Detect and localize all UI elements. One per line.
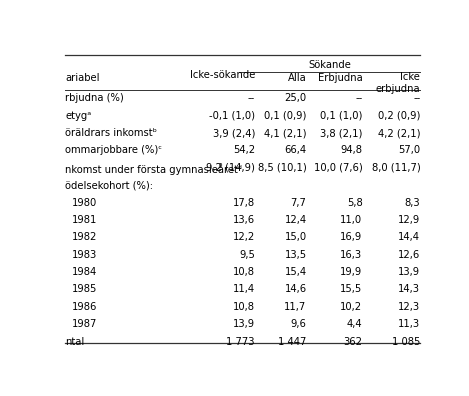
Text: 19,9: 19,9: [340, 267, 363, 277]
Text: 5,8: 5,8: [347, 198, 363, 208]
Text: Alla: Alla: [288, 73, 307, 84]
Text: 13,9: 13,9: [398, 267, 420, 277]
Text: 25,0: 25,0: [284, 93, 307, 103]
Text: 1986: 1986: [72, 302, 97, 312]
Text: 7,7: 7,7: [291, 198, 307, 208]
Text: 0,1 (0,9): 0,1 (0,9): [264, 110, 307, 121]
Text: Sökande: Sökande: [308, 60, 351, 70]
Text: 12,4: 12,4: [284, 215, 307, 225]
Text: 10,8: 10,8: [233, 302, 255, 312]
Text: 14,3: 14,3: [398, 284, 420, 295]
Text: 12,6: 12,6: [398, 250, 420, 260]
Text: 14,4: 14,4: [398, 232, 420, 242]
Text: 1 773: 1 773: [227, 337, 255, 346]
Text: 17,8: 17,8: [233, 198, 255, 208]
Text: --: --: [248, 93, 255, 103]
Text: 12,3: 12,3: [398, 302, 420, 312]
Text: 0,2 (0,9): 0,2 (0,9): [378, 110, 420, 121]
Text: 11,4: 11,4: [233, 284, 255, 295]
Text: 1987: 1987: [72, 319, 97, 329]
Text: 10,2: 10,2: [340, 302, 363, 312]
Text: 362: 362: [343, 337, 363, 346]
Text: 11,0: 11,0: [340, 215, 363, 225]
Text: 8,3: 8,3: [405, 198, 420, 208]
Text: nkomst under första gymnasieåretᵈ: nkomst under första gymnasieåretᵈ: [65, 163, 242, 175]
Text: -0,1 (1,0): -0,1 (1,0): [209, 110, 255, 121]
Text: Icke-sökande: Icke-sökande: [189, 70, 255, 80]
Text: 10,0 (7,6): 10,0 (7,6): [314, 163, 363, 173]
Text: 4,2 (2,1): 4,2 (2,1): [378, 128, 420, 138]
Text: 15,4: 15,4: [284, 267, 307, 277]
Text: ntal: ntal: [65, 337, 84, 346]
Text: --: --: [413, 93, 420, 103]
Text: 3,8 (2,1): 3,8 (2,1): [320, 128, 363, 138]
Text: 0,1 (1,0): 0,1 (1,0): [320, 110, 363, 121]
Text: 94,8: 94,8: [340, 145, 363, 155]
Text: 10,8: 10,8: [233, 267, 255, 277]
Text: 11,7: 11,7: [284, 302, 307, 312]
Text: 66,4: 66,4: [284, 145, 307, 155]
Text: 9,6: 9,6: [291, 319, 307, 329]
Text: etygᵃ: etygᵃ: [65, 110, 91, 121]
Text: öräldrars inkomstᵇ: öräldrars inkomstᵇ: [65, 128, 157, 138]
Text: 4,1 (2,1): 4,1 (2,1): [264, 128, 307, 138]
Text: --: --: [355, 93, 363, 103]
Text: 57,0: 57,0: [398, 145, 420, 155]
Text: 54,2: 54,2: [233, 145, 255, 155]
Text: 16,3: 16,3: [340, 250, 363, 260]
Text: 1983: 1983: [72, 250, 97, 260]
Text: Icke
erbjudna: Icke erbjudna: [376, 72, 420, 94]
Text: 12,9: 12,9: [398, 215, 420, 225]
Text: 9,5: 9,5: [239, 250, 255, 260]
Text: 13,6: 13,6: [233, 215, 255, 225]
Text: ommarjobbare (%)ᶜ: ommarjobbare (%)ᶜ: [65, 145, 162, 155]
Text: 8,0 (11,7): 8,0 (11,7): [371, 163, 420, 173]
Text: 1980: 1980: [72, 198, 97, 208]
Text: 1985: 1985: [72, 284, 97, 295]
Text: 11,3: 11,3: [398, 319, 420, 329]
Text: 3,9 (2,4): 3,9 (2,4): [212, 128, 255, 138]
Text: 1984: 1984: [72, 267, 97, 277]
Text: rbjudna (%): rbjudna (%): [65, 93, 124, 103]
Text: 4,4: 4,4: [347, 319, 363, 329]
Text: 1 085: 1 085: [392, 337, 420, 346]
Text: 1982: 1982: [72, 232, 97, 242]
Text: 8,5 (10,1): 8,5 (10,1): [258, 163, 307, 173]
Text: 15,0: 15,0: [284, 232, 307, 242]
Text: 15,5: 15,5: [340, 284, 363, 295]
Text: 9,2 (14,9): 9,2 (14,9): [206, 163, 255, 173]
Text: ödelsekohort (%):: ödelsekohort (%):: [65, 180, 153, 190]
Text: 1 447: 1 447: [278, 337, 307, 346]
Text: 13,5: 13,5: [284, 250, 307, 260]
Text: ariabel: ariabel: [65, 73, 100, 84]
Text: 12,2: 12,2: [233, 232, 255, 242]
Text: 16,9: 16,9: [340, 232, 363, 242]
Text: Erbjudna: Erbjudna: [318, 73, 363, 84]
Text: 1981: 1981: [72, 215, 97, 225]
Text: 13,9: 13,9: [233, 319, 255, 329]
Text: 14,6: 14,6: [284, 284, 307, 295]
